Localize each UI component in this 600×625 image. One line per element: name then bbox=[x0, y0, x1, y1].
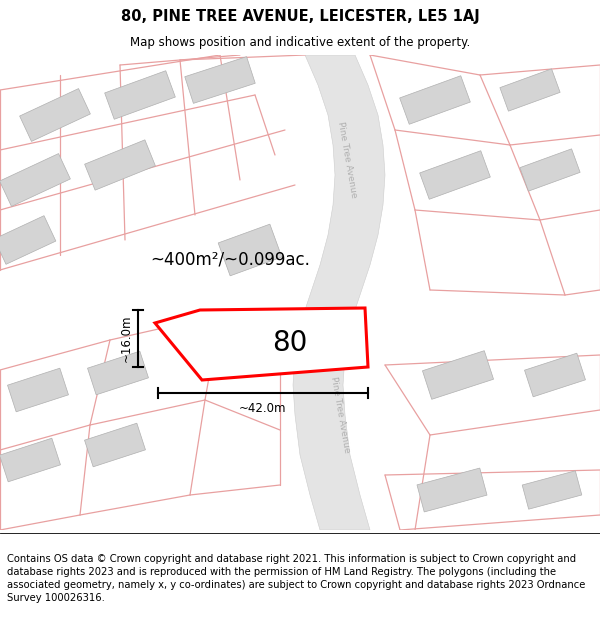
Text: ~16.0m: ~16.0m bbox=[119, 315, 133, 362]
Polygon shape bbox=[422, 351, 494, 399]
Polygon shape bbox=[293, 55, 385, 530]
Polygon shape bbox=[8, 368, 68, 412]
Polygon shape bbox=[85, 140, 155, 190]
Polygon shape bbox=[522, 471, 582, 509]
Polygon shape bbox=[104, 71, 175, 119]
Polygon shape bbox=[520, 149, 580, 191]
Text: Pine Tree Avenue: Pine Tree Avenue bbox=[336, 121, 358, 199]
Polygon shape bbox=[85, 423, 145, 467]
Text: ~42.0m: ~42.0m bbox=[239, 401, 287, 414]
Polygon shape bbox=[88, 351, 148, 395]
Polygon shape bbox=[417, 468, 487, 512]
Polygon shape bbox=[400, 76, 470, 124]
Polygon shape bbox=[0, 154, 70, 206]
Polygon shape bbox=[419, 151, 490, 199]
Text: 80: 80 bbox=[272, 329, 308, 357]
Polygon shape bbox=[155, 308, 368, 380]
Text: Contains OS data © Crown copyright and database right 2021. This information is : Contains OS data © Crown copyright and d… bbox=[7, 554, 586, 603]
Text: Map shows position and indicative extent of the property.: Map shows position and indicative extent… bbox=[130, 36, 470, 49]
Polygon shape bbox=[218, 224, 282, 276]
Text: Pine Tree Avenue: Pine Tree Avenue bbox=[329, 376, 351, 454]
Text: 80, PINE TREE AVENUE, LEICESTER, LE5 1AJ: 80, PINE TREE AVENUE, LEICESTER, LE5 1AJ bbox=[121, 9, 479, 24]
Polygon shape bbox=[20, 89, 91, 141]
Polygon shape bbox=[0, 216, 56, 264]
Polygon shape bbox=[500, 69, 560, 111]
Polygon shape bbox=[524, 353, 586, 397]
Polygon shape bbox=[0, 438, 61, 482]
Polygon shape bbox=[185, 57, 255, 103]
Text: ~400m²/~0.099ac.: ~400m²/~0.099ac. bbox=[150, 251, 310, 269]
